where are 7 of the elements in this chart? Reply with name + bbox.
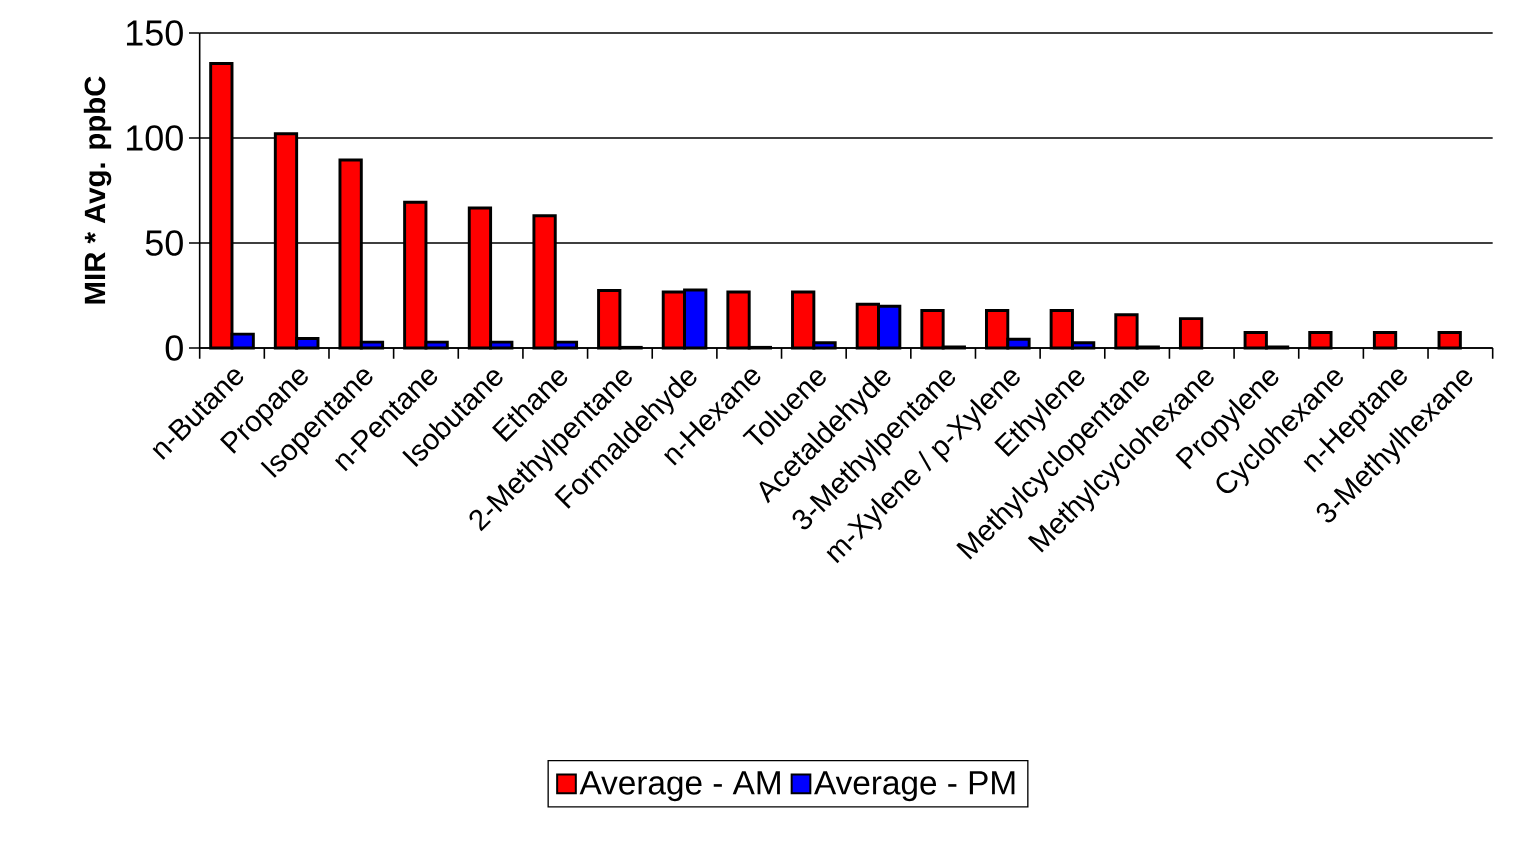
legend-label: Average - PM (814, 771, 1015, 802)
y-tick-label: 50 (145, 230, 183, 256)
y-tick-label: 100 (126, 125, 183, 151)
y-axis-title: MIR * Avg. ppbC (83, 76, 112, 304)
y-tick-label: 150 (126, 20, 183, 46)
legend-label: Average - AM (579, 771, 780, 802)
y-tick-label: 0 (165, 335, 183, 361)
